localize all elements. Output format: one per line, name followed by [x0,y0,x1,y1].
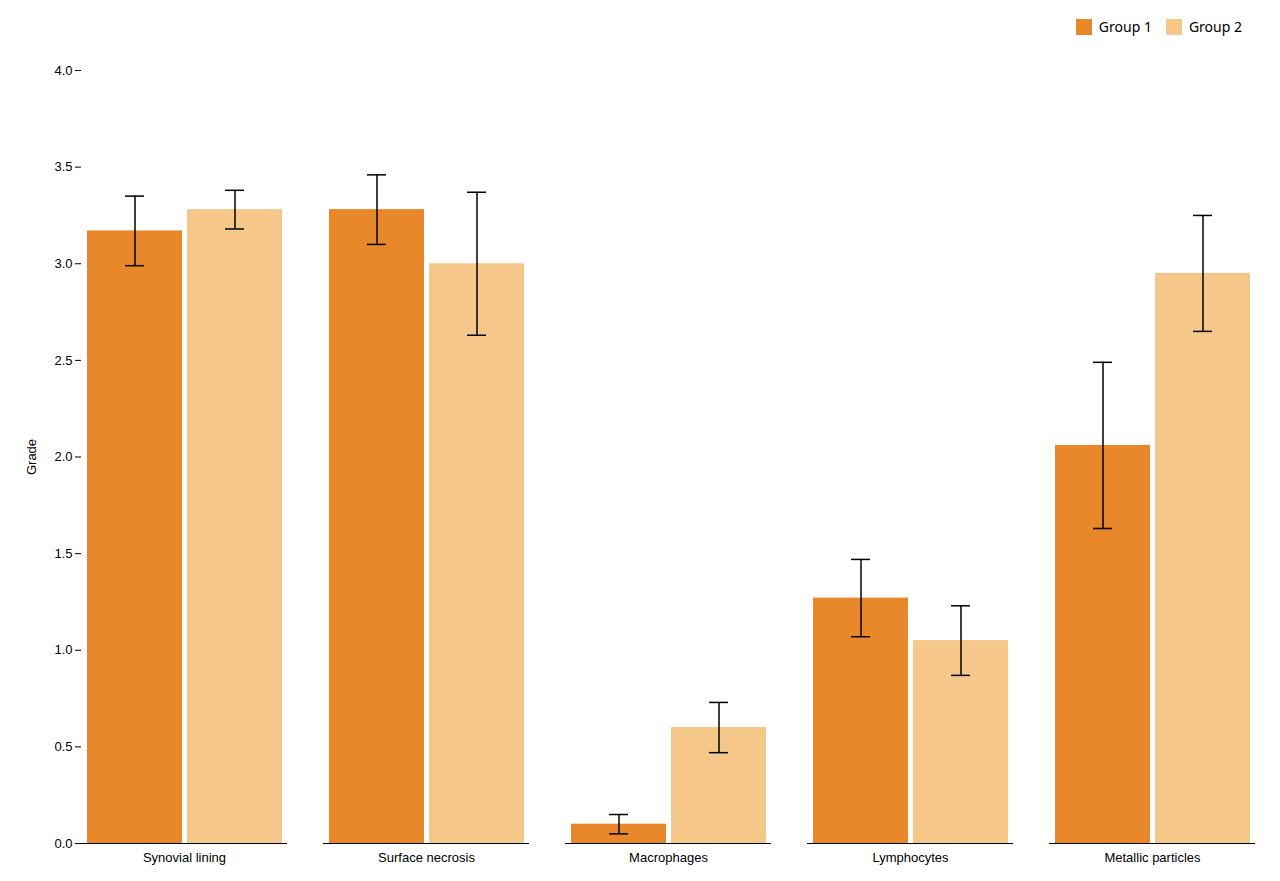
svg-text:4.0: 4.0 [54,63,72,78]
svg-text:Macrophages: Macrophages [629,850,708,865]
svg-text:0.0: 0.0 [54,836,72,851]
svg-text:3.0: 3.0 [54,256,72,271]
svg-text:Synovial lining: Synovial lining [143,850,226,865]
svg-text:2.0: 2.0 [54,449,72,464]
svg-text:Surface necrosis: Surface necrosis [378,850,475,865]
svg-text:1.5: 1.5 [54,546,72,561]
svg-text:3.5: 3.5 [54,159,72,174]
svg-text:1.0: 1.0 [54,642,72,657]
svg-text:2.5: 2.5 [54,353,72,368]
html-text:Group 1: Group 1 [1098,17,1152,36]
svg-text:Grade: Grade [24,439,39,475]
svg-text:0.5: 0.5 [54,739,72,754]
svg-text:Lymphocytes: Lymphocytes [872,850,949,865]
svg-text:Metallic particles: Metallic particles [1104,850,1201,865]
html-text:Group 2: Group 2 [1188,17,1242,36]
